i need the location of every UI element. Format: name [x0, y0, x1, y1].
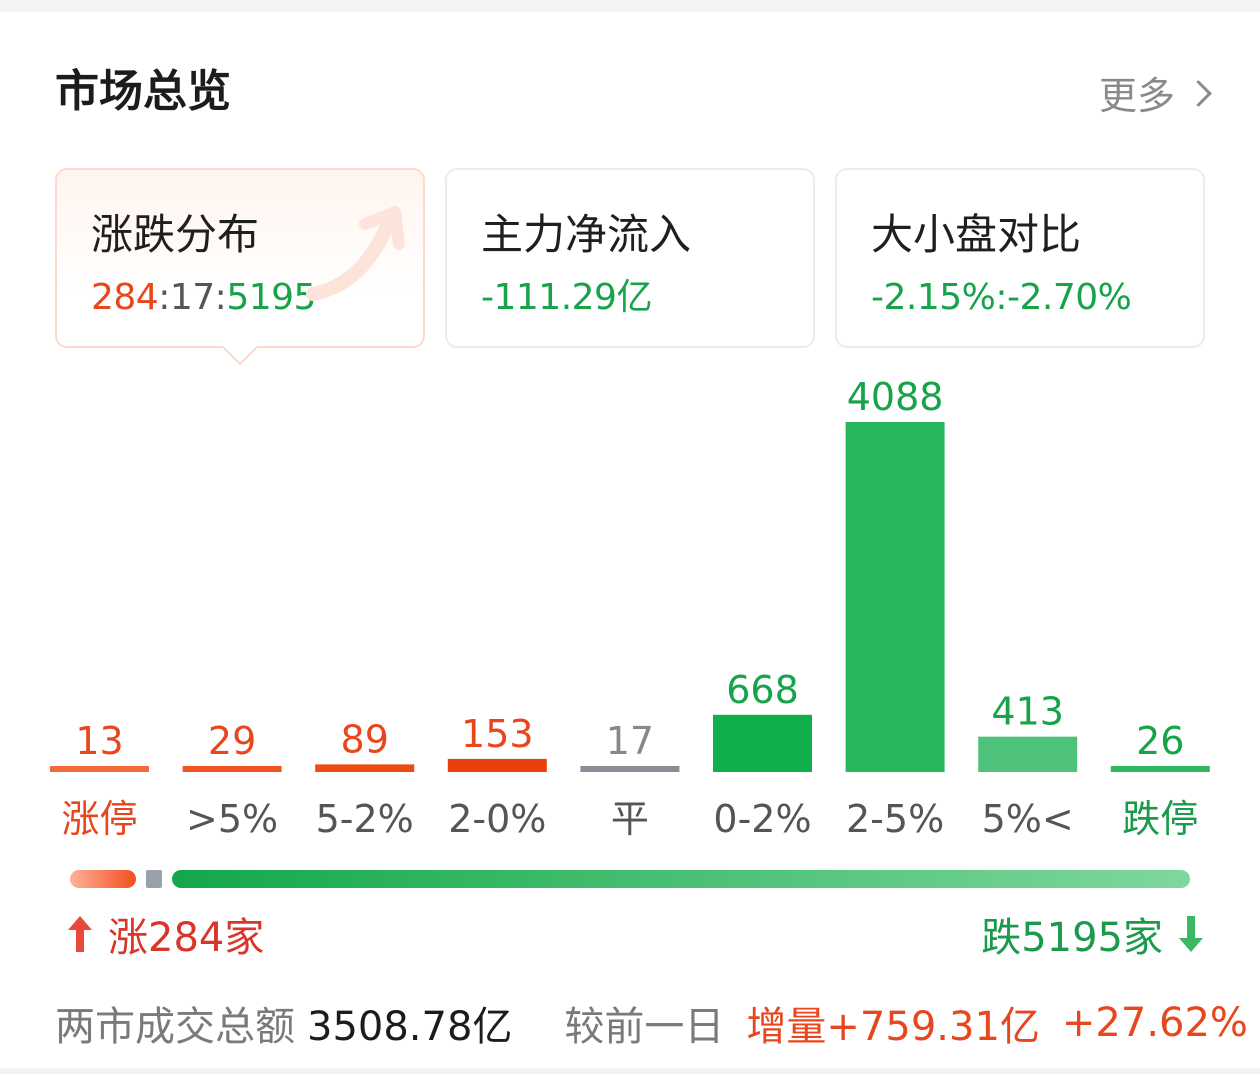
separator: :	[158, 277, 170, 318]
more-link[interactable]: 更多	[1098, 66, 1212, 118]
value-label-1: 29	[208, 719, 256, 763]
flat-count: 17	[169, 277, 215, 318]
value-label-5: 668	[726, 668, 799, 712]
ratio-bar-up	[70, 870, 136, 888]
bar-2	[315, 764, 415, 772]
more-label: 更多	[1098, 73, 1175, 118]
trend-arrow-icon	[306, 206, 405, 301]
bar-1	[182, 766, 282, 772]
tab-value: -111.29亿	[481, 277, 652, 318]
tab-label: 主力净流入	[481, 210, 692, 259]
down-count: 5195	[226, 277, 316, 318]
bar-4	[580, 766, 680, 772]
turnover-footer: 两市成交总额 3508.78亿 较前一日 增量+759.31亿 +27.62%	[55, 996, 1248, 1050]
bar-6	[845, 422, 945, 772]
bar-0	[50, 766, 149, 772]
category-label-3: 2-0%	[448, 797, 546, 841]
tab-value: 284:17:5195	[91, 276, 316, 320]
category-label-0: 涨停	[61, 797, 137, 841]
value-label-2: 89	[341, 717, 389, 761]
category-label-8: 跌停	[1122, 797, 1198, 841]
category-label-7: 5%<	[982, 797, 1074, 841]
distribution-chart: 13 涨停 29 >5% 89 5-2% 153 2-0% 17 平 668 0-2% 4088 2-5%…	[50, 375, 1210, 841]
turnover-change-pct: +27.62%	[1061, 1000, 1248, 1046]
value-label-8: 26	[1136, 719, 1184, 763]
arrow-up-icon	[68, 916, 92, 952]
tab-rise-fall-distribution[interactable]: 涨跌分布 284:17:5195	[55, 168, 425, 366]
separator: :	[214, 277, 227, 318]
page-title: 市场总览	[55, 66, 231, 117]
value-label-0: 13	[75, 719, 123, 763]
compare-label: 较前一日	[564, 1004, 725, 1050]
category-label-4: 平	[611, 797, 649, 841]
turnover-label: 两市成交总额	[55, 1004, 295, 1050]
category-label-2: 5-2%	[316, 797, 414, 841]
value-label-4: 17	[606, 719, 654, 763]
category-label-6: 2-5%	[846, 797, 944, 841]
tab-label: 涨跌分布	[91, 210, 260, 259]
market-overview-card: 市场总览 更多 涨跌分布 284:17:5195 主力净流入 -111.29亿 …	[0, 12, 1260, 1068]
turnover-total: 3508.78亿	[307, 1004, 513, 1050]
tab-large-small-cap[interactable]: 大小盘对比 -2.15%:-2.70%	[835, 168, 1205, 348]
value-label-3: 153	[461, 712, 534, 756]
value-label-6: 4088	[847, 375, 944, 419]
tab-main-net-inflow[interactable]: 主力净流入 -111.29亿	[445, 168, 815, 348]
bar-7	[978, 736, 1078, 772]
category-label-5: 0-2%	[713, 797, 811, 841]
down-summary: 跌5195家	[981, 908, 1205, 961]
up-summary-text: 涨284家	[108, 915, 265, 961]
chevron-right-icon	[1185, 79, 1212, 107]
bar-3	[447, 758, 547, 772]
bar-5	[713, 714, 812, 772]
value-label-7: 413	[991, 690, 1064, 734]
up-count: 284	[91, 277, 159, 318]
tab-label: 大小盘对比	[871, 210, 1082, 259]
arrow-down-icon	[1179, 916, 1203, 952]
ratio-bar-down	[172, 870, 1190, 888]
tab-value: -2.15%:-2.70%	[871, 277, 1132, 318]
turnover-change: 增量+759.31亿	[746, 1004, 1040, 1050]
up-summary: 涨284家	[66, 908, 265, 961]
category-label-1: >5%	[186, 797, 278, 841]
bar-8	[1110, 766, 1210, 772]
ratio-bar-flat	[146, 870, 162, 888]
down-summary-text: 跌5195家	[981, 915, 1163, 961]
